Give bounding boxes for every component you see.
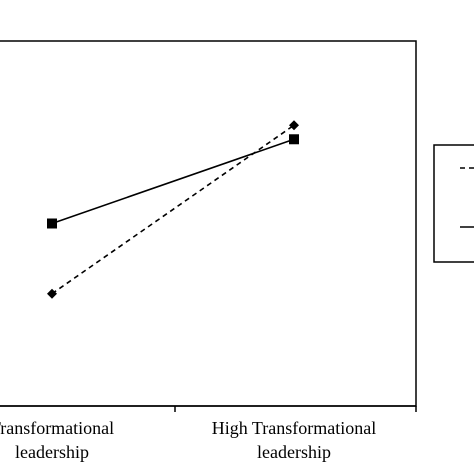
x-tick-label-0-1: leadership	[15, 442, 89, 462]
legend-box	[433, 144, 474, 263]
series-0-point-1	[289, 120, 299, 131]
x-tick-label-1-0: High Transformational	[212, 418, 377, 438]
series-0-point-0	[47, 288, 57, 299]
x-axis-tick-labels: Transformational leadership High Transform…	[0, 418, 376, 462]
series-1-point-1	[289, 134, 299, 145]
x-tick-label-1-1: leadership	[257, 442, 331, 462]
series-group	[47, 120, 299, 299]
series-1-point-0	[47, 218, 57, 229]
series-1-line	[51, 138, 295, 225]
plot-area-frame	[0, 40, 417, 407]
x-tick-label-0-0: Transformational	[0, 418, 114, 438]
x-axis-ticks	[174, 406, 417, 412]
legend	[433, 144, 474, 263]
